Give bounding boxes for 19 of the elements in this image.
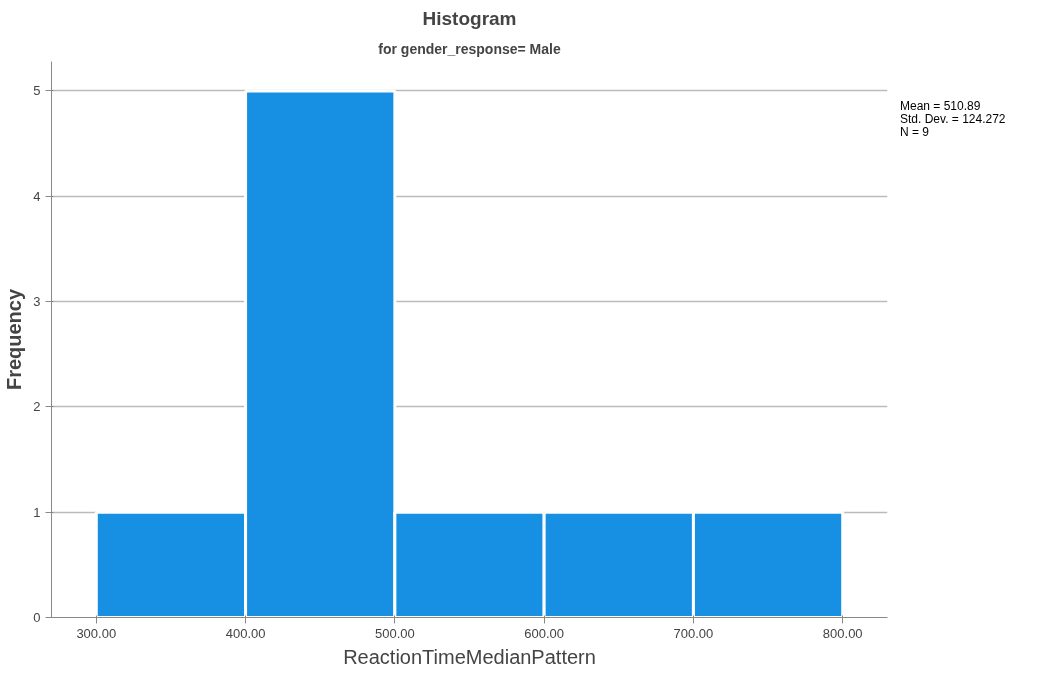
x-tick-label: 300.00: [76, 625, 117, 641]
text: Mean = 510.89: [900, 99, 982, 113]
y-axis-title: Frequency: [3, 288, 26, 391]
y-tick-label: 5: [33, 83, 41, 99]
y-tick-label: 0: [33, 610, 41, 625]
x-tick-label: 700.00: [673, 625, 714, 641]
y-tick-label: 3: [33, 294, 41, 310]
x-tick-label: 600.00: [524, 625, 565, 641]
chart-subtitle: for gender_response= Male: [378, 40, 561, 57]
x-tick-label: 500.00: [374, 625, 415, 641]
chart-title: Histogram: [422, 7, 517, 29]
text: Std. Dev. = 124.272: [900, 112, 1006, 126]
y-tick-label: 1: [33, 504, 41, 520]
x-tick-label: 400.00: [225, 625, 266, 641]
x-tick-label: 800.00: [822, 625, 863, 641]
x-axis-title: ReactionTimeMedianPattern: [343, 645, 596, 668]
y-tick-label: 4: [33, 188, 41, 204]
text: N = 9: [900, 125, 930, 139]
y-tick-label: 2: [33, 399, 41, 415]
